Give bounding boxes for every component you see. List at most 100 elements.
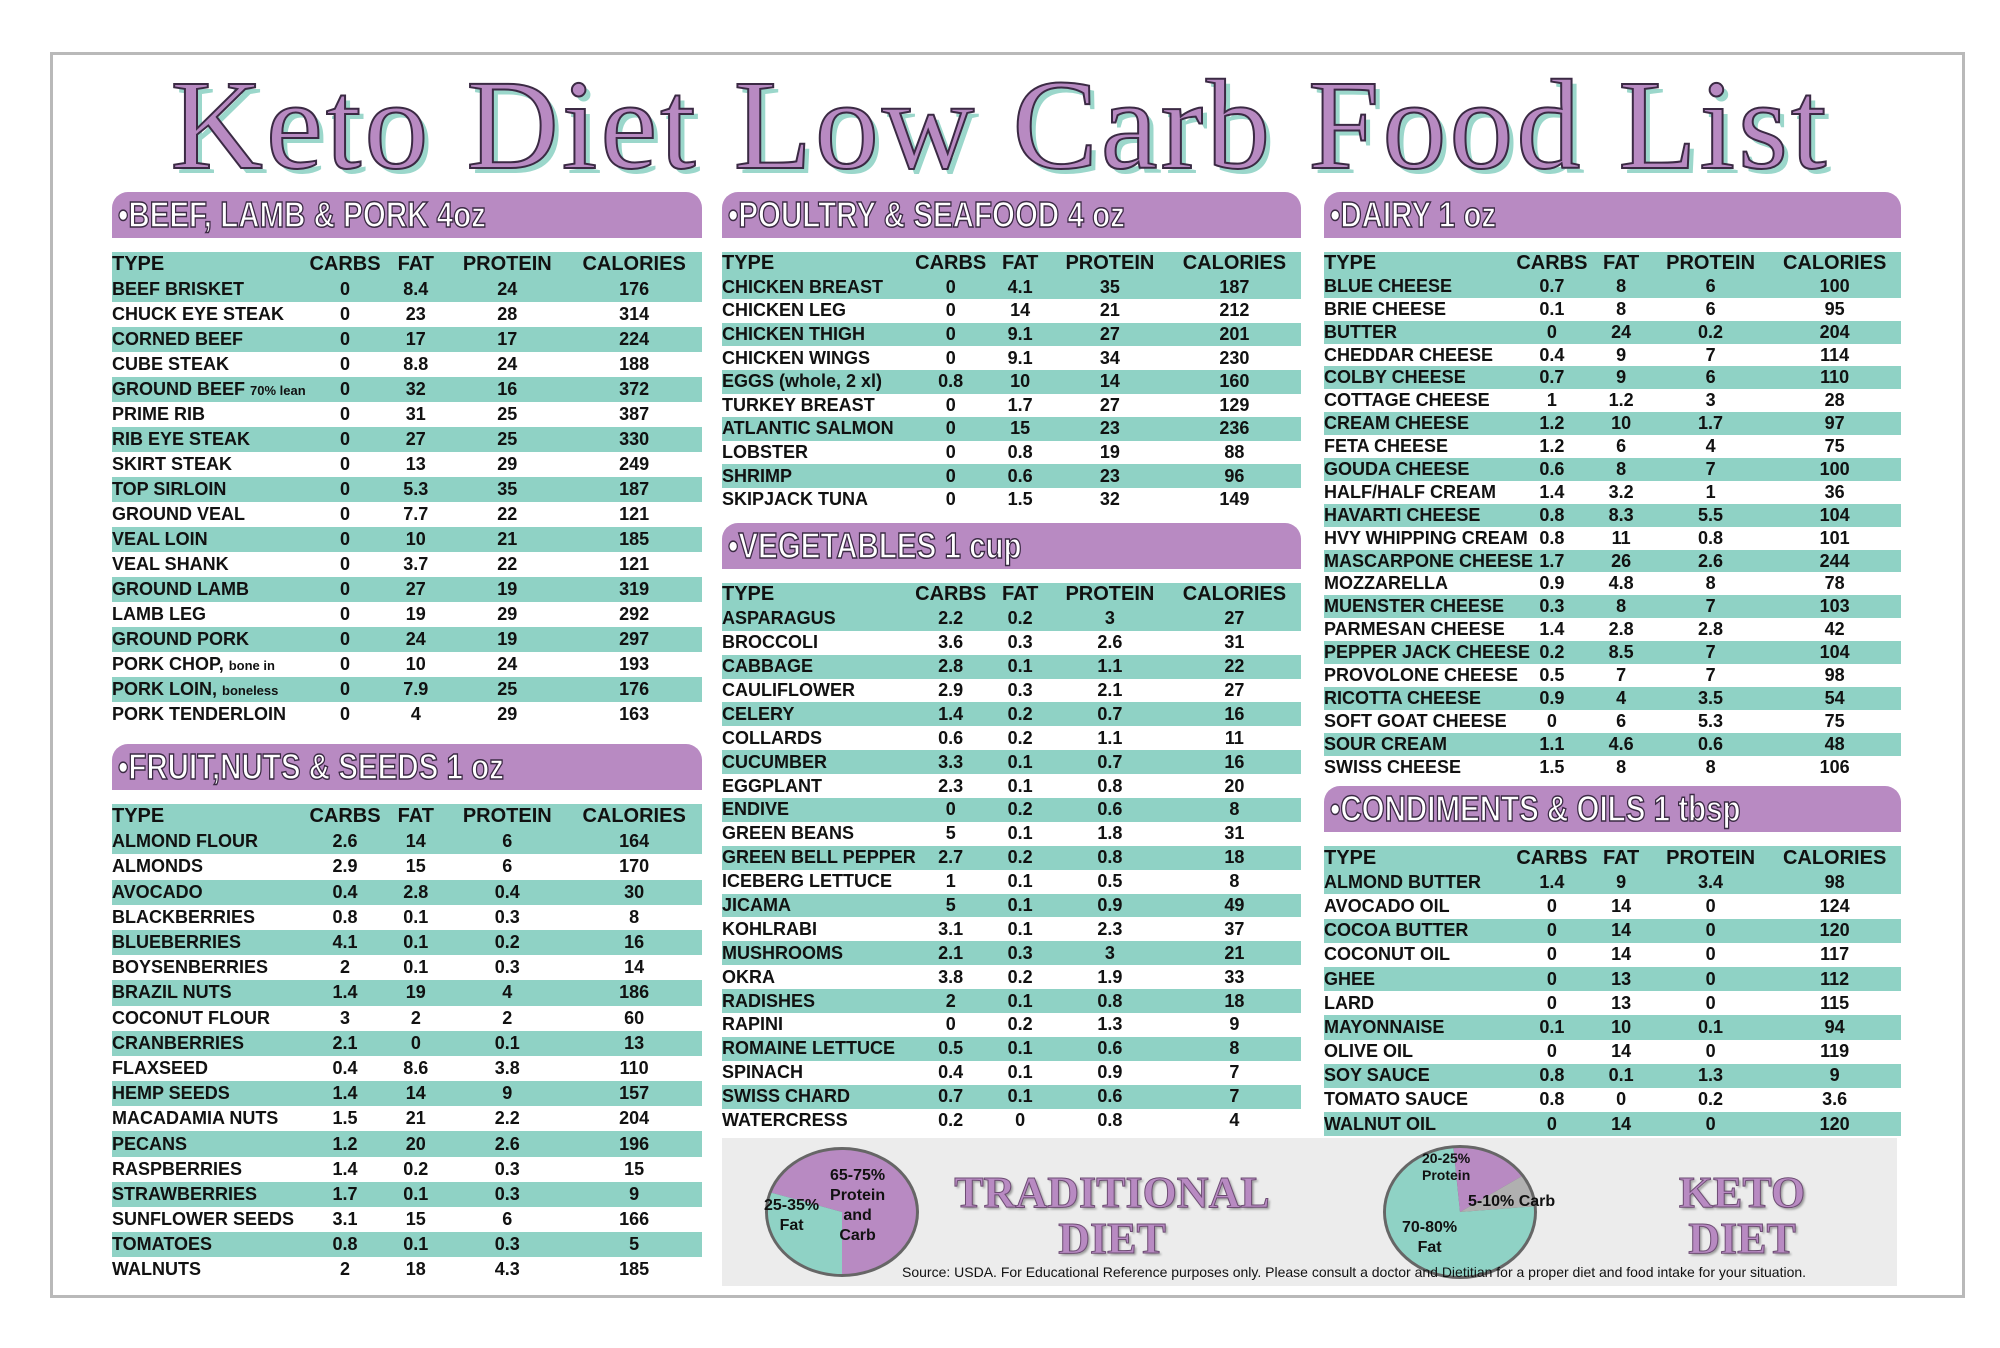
table-row: MASCARPONE CHEESE 1.7 26 2.6 244 xyxy=(1324,549,1901,573)
table-row: EGGPLANT 2.3 0.1 0.8 20 xyxy=(722,774,1301,798)
cell-carbs: 0 xyxy=(945,347,956,368)
table-row: CUCUMBER 3.3 0.1 0.7 16 xyxy=(722,750,1301,775)
cell-protein: 0 xyxy=(1705,968,1716,989)
cell-carbs: 0.8 xyxy=(1539,1089,1565,1110)
table-row: BEEF BRISKET 0 8.4 24 176 xyxy=(112,277,702,302)
column-header: CARBS xyxy=(309,253,381,275)
table-row: RIB EYE STEAK 0 27 25 330 xyxy=(112,427,702,452)
table-row: HALF/HALF CREAM 1.4 3.2 1 36 xyxy=(1324,481,1901,504)
cell-calories: 98 xyxy=(1824,871,1845,892)
cell-protein: 27 xyxy=(1099,324,1120,345)
table-row: ATLANTIC SALMON 0 15 23 236 xyxy=(722,417,1301,441)
section-title: •POULTRY & SEAFOOD 4 oz xyxy=(727,193,1125,236)
cell-calories: 54 xyxy=(1824,687,1845,708)
food-name: BROCCOLI xyxy=(722,632,818,653)
cell-calories: 15 xyxy=(624,1158,645,1179)
food-name: GROUND LAMB xyxy=(112,579,249,599)
cell-carbs: 5 xyxy=(945,823,956,844)
cell-carbs: 1.5 xyxy=(332,1108,358,1129)
cell-protein: 32 xyxy=(1099,489,1120,510)
cell-protein: 35 xyxy=(1099,276,1120,297)
food-name: MACADAMIA NUTS xyxy=(112,1108,279,1129)
cell-calories: 106 xyxy=(1819,756,1850,777)
cell-fat: 4 xyxy=(410,704,421,724)
cell-calories: 94 xyxy=(1824,1016,1845,1037)
cell-protein: 9 xyxy=(502,1083,513,1104)
food-name: AVOCADO OIL xyxy=(1324,895,1450,916)
cell-fat: 8 xyxy=(1616,298,1627,319)
cell-fat: 9 xyxy=(1616,367,1627,388)
cell-calories: 20 xyxy=(1224,775,1245,796)
cell-carbs: 0 xyxy=(340,429,351,449)
table-row: PARMESAN CHEESE 1.4 2.8 2.8 42 xyxy=(1324,618,1901,641)
cell-protein: 19 xyxy=(1099,442,1120,463)
table-row: GHEE 0 13 0 112 xyxy=(1324,966,1901,992)
table-row: TURKEY BREAST 0 1.7 27 129 xyxy=(722,394,1301,418)
traditional-other-label: 65-75% Protein and Carb xyxy=(830,1167,886,1244)
table-row: FETA CHEESE 1.2 6 4 75 xyxy=(1324,435,1901,458)
food-name: ALMOND BUTTER xyxy=(1324,871,1481,892)
traditional-diet-pie xyxy=(765,1147,919,1277)
cell-protein: 7 xyxy=(1705,642,1716,663)
cell-fat: 0.2 xyxy=(1007,966,1033,987)
cell-protein: 1.3 xyxy=(1698,1065,1724,1086)
food-name: PEPPER JACK CHEESE xyxy=(1324,642,1531,663)
cell-carbs: 0.9 xyxy=(1539,573,1565,594)
table-row: PROVOLONE CHEESE 0.5 7 7 98 xyxy=(1324,664,1901,687)
section-header: •CONDIMENTS & OILS 1 tbsp xyxy=(1324,786,1901,832)
food-name: SWISS CHEESE xyxy=(1324,756,1462,777)
cell-carbs: 2 xyxy=(945,990,956,1011)
cell-calories: 120 xyxy=(1819,920,1850,941)
cell-calories: 28 xyxy=(1824,390,1845,411)
table-header-row: TYPE CARBS FAT PROTEIN CALORIES xyxy=(722,252,1301,276)
cell-calories: 121 xyxy=(619,504,650,524)
table-row: SOFT GOAT CHEESE 0 6 5.3 75 xyxy=(1324,710,1901,733)
cell-carbs: 0 xyxy=(340,704,351,724)
cell-carbs: 4.1 xyxy=(332,932,358,953)
table-row: GROUND LAMB 0 27 19 319 xyxy=(112,577,702,602)
table-row: PORK TENDERLOIN 0 4 29 163 xyxy=(112,702,702,727)
cell-protein: 7 xyxy=(1705,596,1716,617)
cell-fat: 8.3 xyxy=(1608,504,1634,525)
cell-fat: 0.1 xyxy=(1007,823,1033,844)
cell-fat: 4.8 xyxy=(1608,573,1634,594)
table-row: PORK LOIN, boneless 0 7.9 25 176 xyxy=(112,677,702,702)
cell-calories: 124 xyxy=(1819,895,1850,916)
food-name: CHICKEN BREAST xyxy=(722,276,884,297)
section-header: •POULTRY & SEAFOOD 4 oz xyxy=(722,192,1301,238)
cell-carbs: 0 xyxy=(340,454,351,474)
food-name: SKIRT STEAK xyxy=(112,454,233,474)
table-row: MUSHROOMS 2.1 0.3 3 21 xyxy=(722,941,1301,966)
cell-carbs: 2.2 xyxy=(938,608,964,629)
food-name: BLUE CHEESE xyxy=(1324,275,1453,296)
section-title: •FRUIT,NUTS & SEEDS 1 oz xyxy=(117,745,504,788)
cell-calories: 13 xyxy=(624,1032,645,1053)
cell-fat: 10 xyxy=(1611,1016,1632,1037)
food-name: HEMP SEEDS xyxy=(112,1083,230,1104)
food-name: STRAWBERRIES xyxy=(112,1183,258,1204)
cell-protein: 0 xyxy=(1705,1113,1716,1134)
cell-calories: 204 xyxy=(1819,321,1850,342)
cell-calories: 7 xyxy=(1229,1062,1240,1083)
cell-calories: 75 xyxy=(1824,436,1845,457)
food-name: COLLARDS xyxy=(722,727,822,748)
cell-carbs: 2.6 xyxy=(332,831,358,852)
cell-calories: 8 xyxy=(1229,871,1240,892)
cell-protein: 6 xyxy=(1705,275,1716,296)
cell-calories: 112 xyxy=(1820,968,1850,989)
poster-title: Keto Diet Low Carb Food List xyxy=(170,53,1830,197)
cell-protein: 23 xyxy=(1099,465,1120,486)
cell-carbs: 3.6 xyxy=(938,632,964,653)
cell-fat: 17 xyxy=(405,329,426,349)
cell-calories: 88 xyxy=(1224,442,1245,463)
cell-fat: 0.1 xyxy=(1007,775,1033,796)
cell-carbs: 0 xyxy=(340,654,351,674)
table-row: MOZZARELLA 0.9 4.8 8 78 xyxy=(1324,572,1901,595)
section-title: •CONDIMENTS & OILS 1 tbsp xyxy=(1329,787,1741,830)
cell-protein: 1.3 xyxy=(1097,1014,1123,1035)
cell-protein: 1 xyxy=(1705,481,1716,502)
cell-fat: 0.3 xyxy=(1007,632,1033,653)
table-header-row: TYPE CARBS FAT PROTEIN CALORIES xyxy=(722,583,1301,607)
cell-calories: 8 xyxy=(1229,1038,1240,1059)
keto-carb-label: 5-10% Carb xyxy=(1468,1193,1556,1210)
